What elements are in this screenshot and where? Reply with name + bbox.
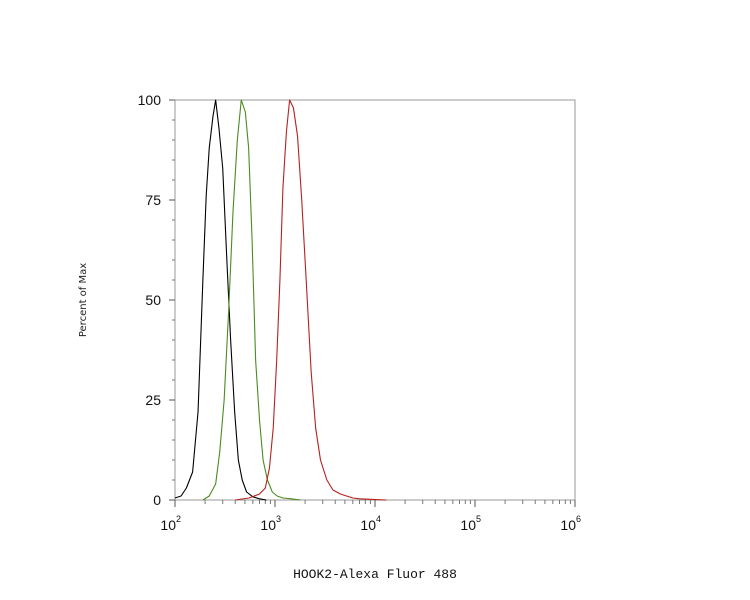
y-tick-label: 100 — [138, 92, 162, 108]
x-tick-label-base: 10 — [360, 517, 376, 533]
y-tick-label: 25 — [145, 392, 161, 408]
x-tick-label-exponent: 5 — [476, 514, 481, 524]
series-line-3 — [235, 99, 387, 501]
x-tick-label-exponent: 2 — [176, 514, 181, 524]
y-tick-label: 50 — [145, 292, 161, 308]
y-tick-label: 75 — [145, 192, 161, 208]
y-axis-ticks: 0 25 50 75 100 — [138, 92, 175, 508]
x-tick-label-base: 10 — [560, 517, 576, 533]
x-axis-ticks: 10 2 10 3 10 4 10 5 10 6 — [160, 500, 581, 533]
x-tick-label-base: 10 — [160, 517, 176, 533]
y-tick-label: 0 — [153, 492, 161, 508]
series-layer — [174, 99, 387, 501]
x-tick-label-base: 10 — [460, 517, 476, 533]
y-axis-title: Percent of Max — [78, 263, 89, 337]
minor-ticks — [172, 119, 571, 504]
x-tick-label-exponent: 6 — [576, 514, 581, 524]
series-line-2 — [202, 99, 301, 501]
series-line-1 — [174, 99, 267, 501]
x-tick-label-exponent: 4 — [376, 514, 381, 524]
x-axis-title: HOOK2-Alexa Fluor 488 — [293, 567, 457, 582]
x-tick-label-base: 10 — [260, 517, 276, 533]
plot-frame — [174, 99, 576, 501]
x-tick-label-exponent: 3 — [276, 514, 281, 524]
